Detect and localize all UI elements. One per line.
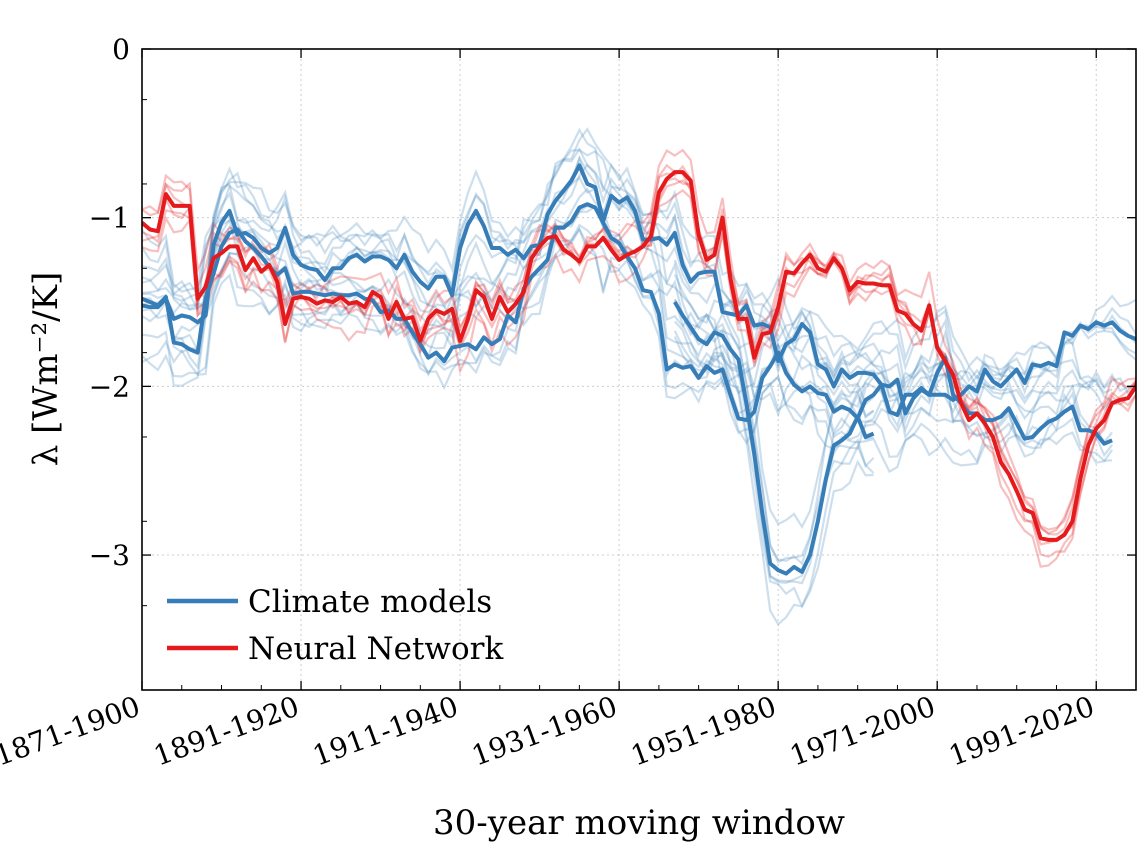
ensemble-member-line <box>142 148 1113 394</box>
series-line-4 <box>142 170 1136 542</box>
ensemble-member-line <box>673 330 875 610</box>
ensemble-member-line <box>142 127 1136 400</box>
legend: Climate models Neural Network <box>167 584 503 667</box>
ensemble-member-line <box>142 164 1136 536</box>
ensemble-member-line <box>142 127 1113 412</box>
ensemble-member-line <box>673 259 875 530</box>
ensemble-member-line <box>142 223 1113 462</box>
y-axis-title: λ [Wm⁻²/K] <box>26 272 66 467</box>
ensemble-member-line <box>673 298 875 564</box>
series-lines <box>142 163 1136 576</box>
ensemble-member-line <box>142 155 1136 434</box>
y-tick-label: −3 <box>89 539 130 572</box>
plot-frame <box>141 48 1137 691</box>
ensemble-member-line <box>142 226 1136 474</box>
y-tick-label: −1 <box>89 202 130 235</box>
ensemble-member-line <box>142 146 1136 402</box>
ensemble-member-line <box>142 177 1136 546</box>
series-line-3 <box>673 300 875 576</box>
x-axis-title: 30-year moving window <box>433 803 845 843</box>
legend-label-climate-models: Climate models <box>248 584 492 620</box>
legend-label-neural-network: Neural Network <box>248 631 503 667</box>
ensemble-member-line <box>142 163 1113 414</box>
series-line-1 <box>142 163 1136 417</box>
y-tick-label: 0 <box>112 33 130 66</box>
y-tick-label: −2 <box>89 370 130 403</box>
ensemble-member-line <box>142 227 1136 464</box>
